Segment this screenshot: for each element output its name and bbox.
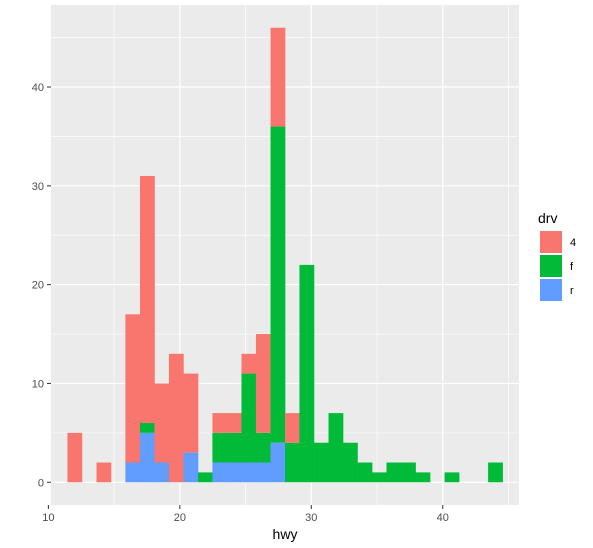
bar-f-bin-29 [488,462,503,483]
bar-4-bin-14 [270,27,286,127]
bar-r-bin-11 [227,462,242,483]
bar-f-bin-9 [197,472,213,483]
bar-f-bin-19 [342,442,358,483]
x-axis-title: hwy [273,526,298,542]
bar-f-bin-23 [401,462,416,483]
bar-f-bin-5 [139,422,155,433]
legend-label-r: r [570,285,574,297]
legend-key-r [540,279,562,301]
bar-r-bin-6 [154,462,170,483]
y-tick-label: 30 [32,181,44,193]
y-tick-label: 0 [38,477,44,489]
bar-4-bin-11 [227,413,242,433]
bar-4-bin-7 [168,353,184,483]
bar-r-bin-14 [270,442,286,483]
bar-f-bin-12 [241,373,257,463]
y-tick-label: 10 [32,378,44,390]
legend-items: 4 fr [540,231,576,301]
x-tick-label: 30 [305,512,317,524]
legend-key-f [540,255,562,277]
bar-r-bin-4 [125,462,141,483]
y-tick-label: 20 [32,280,44,292]
bar-f-bin-17 [314,442,329,483]
x-axis-ticks: 10 20 30 40 [42,505,449,524]
bar-f-bin-20 [357,462,373,483]
bar-4-bin-8 [183,373,199,453]
legend-key-4 [540,231,562,253]
bar-f-bin-13 [255,432,271,463]
bar-r-bin-8 [183,452,199,483]
legend-label-f: f [570,261,574,273]
bar-f-bin-16 [299,264,315,483]
bar-4-bin-10 [212,413,228,433]
y-tick-label: 40 [32,82,44,94]
bar-4-bin-15 [285,413,300,443]
bar-f-bin-18 [328,413,344,483]
x-tick-label: 10 [42,512,54,524]
bar-f-bin-22 [386,462,402,483]
legend: drv 4 fr [538,210,576,301]
bar-4-bin-5 [139,175,155,423]
bar-f-bin-26 [444,472,460,483]
bar-f-bin-15 [285,442,300,483]
bar-r-bin-10 [212,462,228,483]
y-axis-ticks: 0 10 20 30 40 [32,82,51,489]
bar-4-bin-2 [96,462,112,483]
bar-r-bin-13 [255,462,271,483]
bar-f-bin-24 [415,472,431,483]
bar-4-bin-12 [241,353,257,374]
bar-f-bin-21 [372,472,387,483]
bar-4-bin-13 [255,334,271,433]
bar-r-bin-5 [139,432,155,483]
bar-4-bin-4 [125,314,141,463]
bar-r-bin-12 [241,462,257,483]
bar-4-bin-0 [67,432,83,483]
x-tick-label: 20 [174,512,186,524]
bar-4-bin-6 [154,383,170,463]
bar-f-bin-14 [270,126,286,443]
bar-f-bin-10 [212,432,228,463]
histogram-bars [67,27,503,483]
bar-f-bin-11 [227,432,242,463]
legend-title: drv [538,210,557,226]
legend-label-4: 4 [570,237,576,249]
x-tick-label: 40 [437,512,449,524]
